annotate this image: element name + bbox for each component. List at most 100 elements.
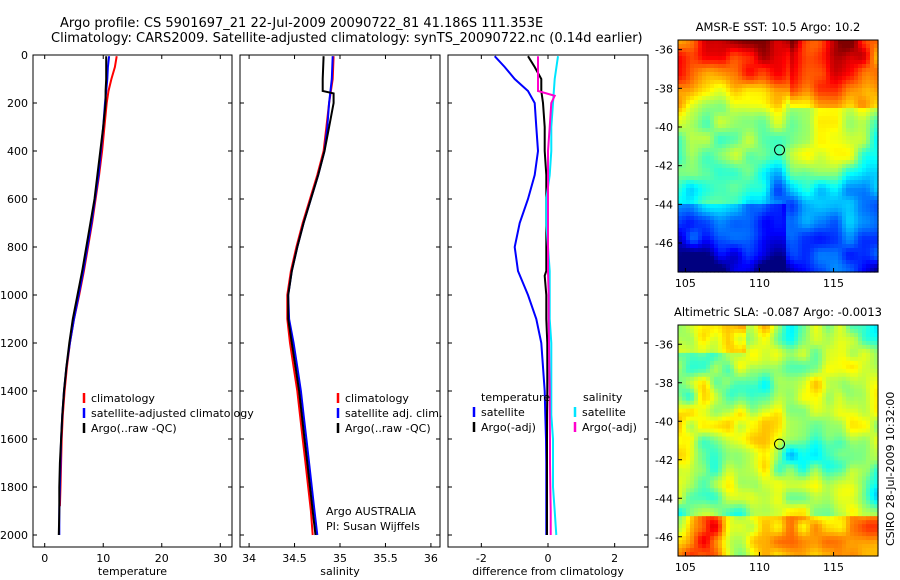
heatmap-cell <box>746 140 751 145</box>
heatmap-cell <box>702 104 707 109</box>
heatmap-cell <box>810 468 815 473</box>
heatmap-cell <box>866 60 871 65</box>
heatmap-cell <box>790 396 795 402</box>
heatmap-cell <box>750 260 755 265</box>
heatmap-cell <box>790 412 795 418</box>
heatmap-cell <box>694 204 699 209</box>
heatmap-cell <box>810 456 815 462</box>
heatmap-cell <box>838 196 843 201</box>
heatmap-cell <box>838 60 843 65</box>
heatmap-cell <box>726 224 731 229</box>
heatmap-cell <box>786 356 791 362</box>
heatmap-cell <box>686 60 691 65</box>
heatmap-cell <box>746 404 751 410</box>
heatmap-cell <box>754 208 759 213</box>
heatmap-cell <box>862 208 867 213</box>
heatmap-cell <box>818 180 823 185</box>
heatmap-cell <box>686 188 691 193</box>
heatmap-cell <box>758 120 763 125</box>
heatmap-cell <box>802 368 807 374</box>
heatmap-cell <box>754 360 759 366</box>
heatmap-cell <box>786 348 791 354</box>
heatmap-cell <box>766 352 771 358</box>
heatmap-cell <box>750 104 755 109</box>
heatmap-cell <box>690 332 695 338</box>
heatmap-cell <box>834 180 839 185</box>
heatmap-cell <box>842 260 847 265</box>
heatmap-cell <box>750 440 755 446</box>
map-frame <box>677 39 879 273</box>
heatmap-cell <box>818 400 823 406</box>
heatmap-cell <box>730 152 735 157</box>
heatmap-cell <box>822 388 827 394</box>
heatmap-cell <box>802 256 807 261</box>
heatmap-cell <box>826 456 831 462</box>
heatmap-cell <box>782 52 787 57</box>
heatmap-cell <box>838 200 843 205</box>
heatmap-cell <box>758 224 763 229</box>
heatmap-cell <box>714 448 719 454</box>
heatmap-cell <box>710 468 715 473</box>
heatmap-cell <box>726 204 731 209</box>
heatmap-cell <box>838 88 843 93</box>
heatmap-cell <box>730 468 735 473</box>
heatmap-cell <box>754 424 759 430</box>
heatmap-cell <box>774 92 779 97</box>
heatmap-cell <box>738 452 743 458</box>
heatmap-cell <box>698 100 703 105</box>
heatmap-cell <box>702 456 707 462</box>
heatmap-cell <box>794 188 799 193</box>
heatmap-cell <box>710 88 715 93</box>
heatmap-cell <box>758 264 763 269</box>
heatmap-cell <box>754 224 759 229</box>
heatmap-cell <box>826 428 831 434</box>
heatmap-cell <box>782 164 787 169</box>
pi-label: PI: Susan Wijffels <box>326 520 420 533</box>
heatmap-cell <box>802 216 807 221</box>
heatmap-cell <box>778 432 783 438</box>
heatmap-cell <box>830 92 835 97</box>
heatmap-cell <box>686 204 691 209</box>
heatmap-cell <box>810 444 815 450</box>
heatmap-cell <box>766 336 771 342</box>
heatmap-cell <box>774 388 779 394</box>
heatmap-cell <box>698 200 703 205</box>
heatmap-cell <box>694 124 699 129</box>
heatmap-cell <box>758 236 763 241</box>
heatmap-cell <box>770 444 775 450</box>
heatmap-cell <box>842 136 847 141</box>
heatmap-cell <box>838 204 843 209</box>
heatmap-cell <box>718 228 723 233</box>
heatmap-cell <box>694 432 699 438</box>
heatmap-cell <box>698 176 703 181</box>
heatmap-cell <box>678 400 683 406</box>
heatmap-cell <box>726 56 731 61</box>
heatmap-cell <box>834 200 839 205</box>
heatmap-cell <box>806 348 811 354</box>
heatmap-cell <box>778 164 783 169</box>
heatmap-cell <box>846 52 851 57</box>
heatmap-cell <box>858 204 863 209</box>
heatmap-cell <box>754 352 759 358</box>
heatmap-cell <box>826 56 831 61</box>
heatmap-cell <box>850 48 855 53</box>
heatmap-cell <box>718 240 723 245</box>
heatmap-cell <box>746 428 751 434</box>
heatmap-cell <box>682 152 687 157</box>
heatmap-cell <box>750 168 755 173</box>
heatmap-cell <box>746 132 751 137</box>
heatmap-cell <box>706 192 711 197</box>
heatmap-cell <box>778 144 783 149</box>
heatmap-cell <box>810 208 815 213</box>
heatmap-cell <box>770 412 775 418</box>
heatmap-cell <box>722 104 727 109</box>
heatmap-cell <box>810 68 815 73</box>
heatmap-cell <box>758 412 763 418</box>
heatmap-cell <box>762 108 767 113</box>
heatmap-cell <box>834 76 839 81</box>
heatmap-cell <box>678 388 683 394</box>
heatmap-cell <box>774 332 779 338</box>
heatmap-cell <box>866 216 871 221</box>
x-tick-label: 35.5 <box>373 552 398 565</box>
heatmap-cell <box>794 164 799 169</box>
